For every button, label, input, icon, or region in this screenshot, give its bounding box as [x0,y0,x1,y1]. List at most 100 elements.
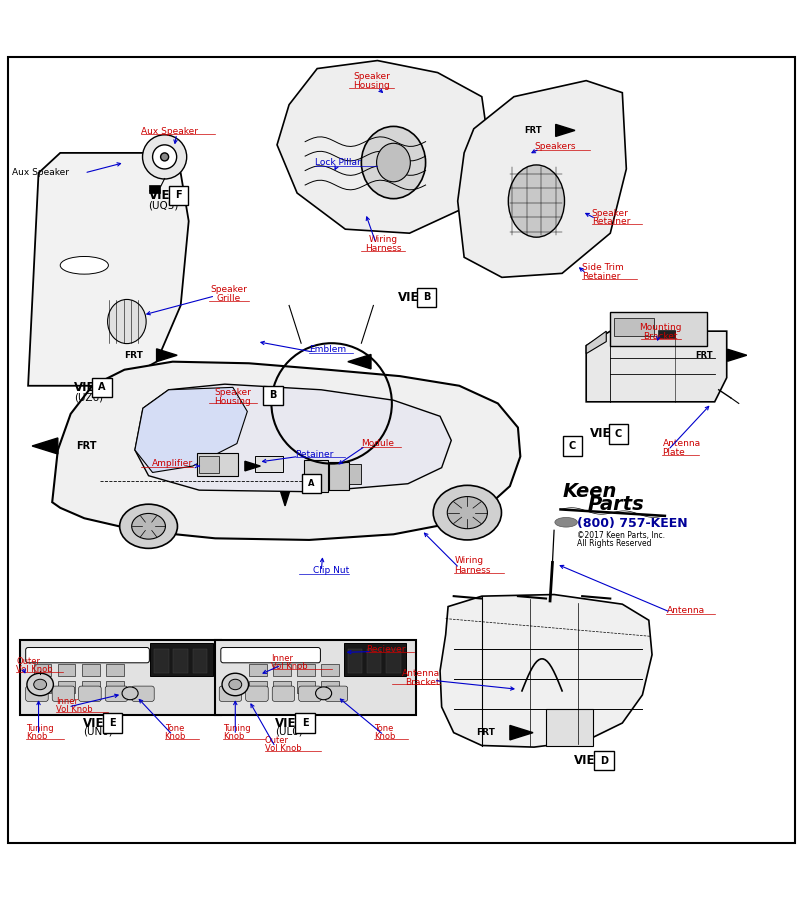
Polygon shape [135,387,247,472]
Text: Retainer: Retainer [581,272,620,281]
Text: A: A [98,382,106,392]
Polygon shape [585,331,726,401]
FancyBboxPatch shape [105,686,128,701]
FancyBboxPatch shape [593,752,613,770]
Text: B: B [269,391,277,401]
Ellipse shape [122,687,138,699]
Text: Bracket: Bracket [405,678,439,687]
Text: Tuning: Tuning [223,724,250,733]
Bar [58,681,75,692]
Text: Wiring: Wiring [368,235,397,244]
FancyBboxPatch shape [168,185,188,205]
Text: VIEW: VIEW [275,716,310,730]
Bar [249,664,266,676]
Text: VIEW: VIEW [398,291,432,304]
FancyBboxPatch shape [295,714,314,733]
FancyBboxPatch shape [325,686,347,701]
Bar [58,664,75,676]
Polygon shape [32,438,58,454]
Text: Mounting: Mounting [639,323,681,332]
Bar [545,708,592,745]
Bar [658,329,674,338]
Text: All Rights Reserved: All Rights Reserved [576,538,650,547]
Text: Speaker: Speaker [353,72,390,81]
Ellipse shape [447,497,487,528]
Polygon shape [347,355,371,369]
Polygon shape [28,153,188,386]
FancyBboxPatch shape [416,288,435,307]
Bar [610,312,706,346]
Text: Harness: Harness [364,244,401,253]
Ellipse shape [119,504,177,548]
Text: Outer: Outer [16,657,40,666]
Text: (UN0): (UN0) [83,727,112,737]
FancyBboxPatch shape [26,647,149,662]
Ellipse shape [160,153,168,161]
Text: Speaker: Speaker [591,209,628,218]
Text: Grille: Grille [217,293,241,302]
Text: Housing: Housing [353,81,390,90]
Text: Lock Pillar: Lock Pillar [314,158,360,167]
FancyBboxPatch shape [272,686,294,701]
Text: Vol Knob: Vol Knob [265,744,302,753]
Text: FRT: FRT [476,728,495,737]
Bar [82,664,99,676]
Bar [321,664,338,676]
Polygon shape [277,60,489,233]
Ellipse shape [361,126,425,199]
Bar [34,681,51,692]
Ellipse shape [34,680,47,689]
Ellipse shape [229,680,241,689]
Text: Tuning: Tuning [26,724,54,733]
Text: Inner: Inner [271,654,293,663]
Bar [20,640,221,715]
Ellipse shape [315,687,331,699]
FancyBboxPatch shape [132,686,154,701]
FancyBboxPatch shape [219,686,241,701]
Polygon shape [555,124,574,137]
FancyBboxPatch shape [52,686,75,701]
Text: Aux Speaker: Aux Speaker [12,168,69,177]
Ellipse shape [143,135,187,179]
Text: Antenna: Antenna [666,606,703,615]
Text: Vol Knob: Vol Knob [271,662,308,671]
FancyBboxPatch shape [608,424,627,444]
Text: (UQ5): (UQ5) [148,200,179,210]
Text: (UL0): (UL0) [275,727,303,737]
Ellipse shape [132,513,165,539]
Text: E: E [302,718,308,728]
Bar [192,649,207,673]
Text: Tone: Tone [164,724,184,733]
Bar [349,464,361,483]
Text: Antenna: Antenna [402,669,439,678]
Text: D: D [599,756,607,766]
Bar [273,681,290,692]
Polygon shape [245,461,260,471]
Text: Aux Speaker: Aux Speaker [140,127,197,136]
Text: FRT: FRT [124,351,143,360]
Text: B: B [422,292,430,302]
Bar [154,649,168,673]
Text: Retainer: Retainer [295,449,334,458]
Text: FRT: FRT [76,441,97,451]
Polygon shape [439,595,651,747]
Text: VIEW: VIEW [148,189,183,202]
Bar [106,664,124,676]
Text: Vol Knob: Vol Knob [16,665,53,674]
FancyBboxPatch shape [245,686,268,701]
Bar [297,664,314,676]
Ellipse shape [554,518,577,527]
Polygon shape [156,349,177,362]
FancyBboxPatch shape [302,474,321,493]
Text: Retainer: Retainer [591,218,630,227]
Bar [148,185,160,193]
Text: E: E [109,718,115,728]
Ellipse shape [433,485,500,540]
Polygon shape [585,331,606,354]
Polygon shape [52,362,520,540]
Bar [303,460,327,491]
Bar [614,319,654,336]
Text: FRT: FRT [695,351,712,360]
Text: Speaker: Speaker [210,285,247,294]
Text: Tone: Tone [374,724,393,733]
